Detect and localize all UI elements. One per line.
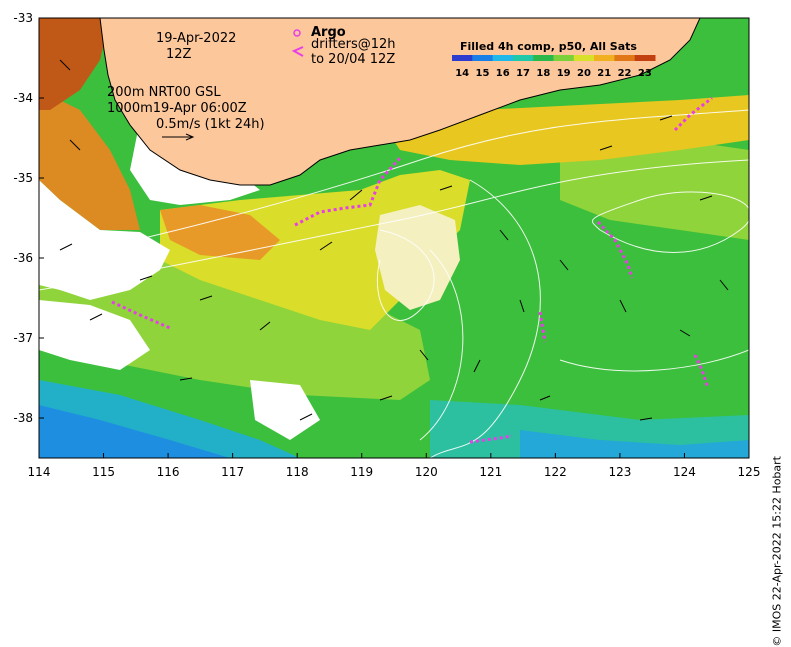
colorbar-swatch [533,55,554,61]
x-tick-label: 121 [479,465,502,479]
colorbar-label: 17 [516,68,530,79]
colorbar-label: 19 [557,68,571,79]
sst-cold-water [39,405,230,458]
colorbar-swatch [472,55,494,61]
temperature-colorbar [452,55,656,61]
colorbar-swatch [512,55,534,61]
cloud-central [375,205,460,310]
plot-frame [38,17,750,459]
sst-west-orange [39,90,140,230]
x-tick-label: 115 [92,465,115,479]
x-tick-label: 117 [221,465,244,479]
argo-marker-icon [293,29,301,37]
y-tick-label: -36 [13,251,33,265]
y-axis: -33 -34 -35 -36 -37 -38 [13,11,44,425]
x-tick-label: 125 [738,465,761,479]
colorbar-label: 20 [577,68,591,79]
contour-info-line-2: 1000m19-Apr 06:00Z [107,101,247,116]
cloud-west [39,180,170,300]
colorbar-swatch [594,55,615,61]
y-tick-label: -34 [13,91,33,105]
date-line-2: 12Z [166,47,192,62]
sst-cool-south [430,400,749,458]
drifters-line-1: drifters@12h [311,37,396,52]
x-tick-label: 119 [350,465,373,479]
x-tick-label: 123 [608,465,631,479]
colorbar-label: 23 [638,68,652,79]
legend-title: Filled 4h comp, p50, All Sats [460,40,637,53]
cloud-south [250,380,320,440]
x-tick-label: 124 [673,465,696,479]
x-tick-label: 120 [415,465,438,479]
colorbar-swatch [634,55,656,61]
sst-mid-band [39,250,430,400]
colorbar-label: 16 [496,68,510,79]
colorbar-label: 21 [597,68,611,79]
drifter-arrow-icon [291,46,304,57]
x-tick-label: 118 [286,465,309,479]
colorbar-swatch [573,55,595,61]
ssh-contours [39,109,749,458]
x-axis: 114 115 116 117 118 119 120 121 122 123 124 125 [28,453,761,479]
drifter-tracks [111,96,713,444]
date-line-1: 19-Apr-2022 [156,31,236,46]
colorbar-label: 15 [475,68,489,79]
argo-label: Argo [311,25,346,40]
credit-text: © IMOS 22-Apr-2022 15:22 Hobart [771,456,784,647]
x-tick-label: 116 [157,465,180,479]
sst-cold-south [520,430,749,458]
current-arrows [59,59,729,421]
colorbar-label: 22 [618,68,632,79]
sst-map: 114 115 116 117 118 119 120 121 122 123 124 125 -33… [13,11,761,479]
sst-orange-eddy [160,205,280,260]
colorbar-label: 18 [536,68,550,79]
sst-west-dark [39,18,110,110]
x-tick-label: 114 [28,465,51,479]
colorbar-label: 14 [455,68,469,79]
y-tick-label: -35 [13,171,33,185]
drifters-line-2: to 20/04 12Z [311,52,395,67]
scale-label: 0.5m/s (1kt 24h) [156,117,265,132]
contour-info-line-1: 200m NRT00 GSL [107,85,221,100]
temperature-colorbar-labels: 14 15 16 17 18 19 20 21 22 23 [455,68,652,79]
map-plot-area [39,18,749,458]
y-tick-label: -37 [13,331,33,345]
colorbar-swatch [614,55,636,61]
colorbar-swatch [492,55,514,61]
y-tick-label: -38 [13,411,33,425]
scale-arrow [162,133,195,141]
sst-mid-east [560,140,749,240]
colorbar-swatch [452,55,473,61]
x-tick-label: 122 [544,465,567,479]
colorbar-swatch [553,55,575,61]
cloud-south-west [39,300,150,370]
y-tick-label: -33 [13,11,33,25]
